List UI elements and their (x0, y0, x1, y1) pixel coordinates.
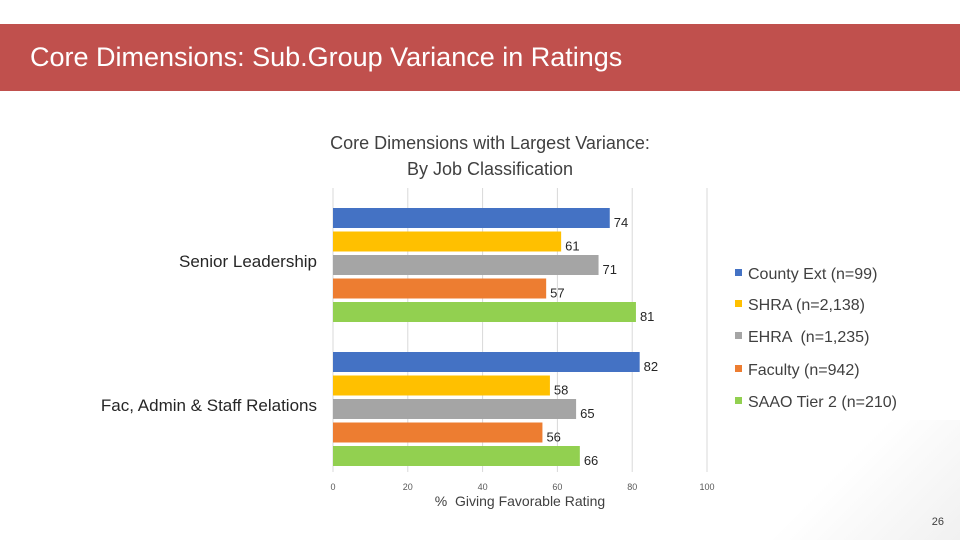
legend-label-ehra: EHRA (n=1,235) (748, 329, 870, 346)
data-label-1-0: 82 (644, 359, 658, 374)
title-banner: Core Dimensions: Sub.Group Variance in R… (0, 24, 960, 91)
bar-1-3 (333, 422, 543, 443)
data-label-0-4: 81 (640, 309, 654, 324)
chart-title-line-1: Core Dimensions with Largest Variance: (330, 133, 650, 153)
category-label-senior-leadership: Senior Leadership (179, 252, 317, 271)
bar-0-2 (333, 255, 599, 275)
data-label-1-1: 58 (554, 383, 568, 398)
data-label-0-1: 61 (565, 239, 579, 254)
bar-0-0 (333, 208, 610, 228)
legend-swatch-saao (735, 397, 742, 405)
x-tick-label-60: 60 (552, 482, 562, 492)
page-number: 26 (931, 516, 944, 528)
x-axis-label: % Giving Favorable Rating (434, 493, 606, 509)
data-label-0-0: 74 (614, 215, 628, 230)
data-label-1-2: 65 (580, 406, 594, 421)
data-label-1-4: 66 (584, 453, 598, 468)
legend-swatch-county-ext (735, 269, 742, 277)
legend-swatch-faculty (735, 365, 742, 373)
x-tick-label-20: 20 (403, 482, 413, 492)
decorative-corner-image (760, 420, 960, 540)
bar-1-4 (333, 446, 580, 466)
legend-item-saao: SAAO Tier 2 (n=210) (735, 394, 897, 412)
bar-1-0 (333, 352, 640, 372)
bar-1-2 (333, 399, 577, 419)
bar-0-3 (333, 278, 547, 299)
x-tick-label-40: 40 (478, 482, 488, 492)
data-label-0-2: 71 (603, 262, 617, 277)
legend-swatch-shra (735, 300, 742, 308)
legend-swatch-ehra (735, 332, 742, 340)
legend-label-faculty: Faculty (n=942) (748, 362, 860, 379)
data-label-1-3: 56 (546, 430, 560, 445)
data-label-0-3: 57 (550, 286, 564, 301)
legend-item-county-ext: County Ext (n=99) (735, 266, 877, 284)
legend-item-faculty: Faculty (n=942) (735, 362, 860, 380)
bar-0-1 (333, 231, 562, 252)
legend-item-ehra: EHRA (n=1,235) (735, 329, 869, 347)
bar-1-1 (333, 375, 550, 396)
slide-title: Core Dimensions: Sub.Group Variance in R… (30, 42, 623, 72)
legend-item-shra: SHRA (n=2,138) (735, 297, 865, 315)
legend-label-county-ext: County Ext (n=99) (748, 266, 878, 283)
bar-0-4 (333, 302, 636, 322)
legend-label-saao: SAAO Tier 2 (n=210) (748, 394, 897, 411)
chart-title-line-2: By Job Classification (406, 159, 574, 179)
legend-label-shra: SHRA (n=2,138) (748, 297, 865, 314)
x-tick-label-100: 100 (699, 482, 714, 492)
chart-title: Core Dimensions with Largest Variance: B… (280, 130, 700, 182)
category-label-fac-admin-staff: Fac, Admin & Staff Relations (100, 396, 317, 415)
x-tick-label-80: 80 (627, 482, 637, 492)
x-tick-label-0: 0 (330, 482, 335, 492)
